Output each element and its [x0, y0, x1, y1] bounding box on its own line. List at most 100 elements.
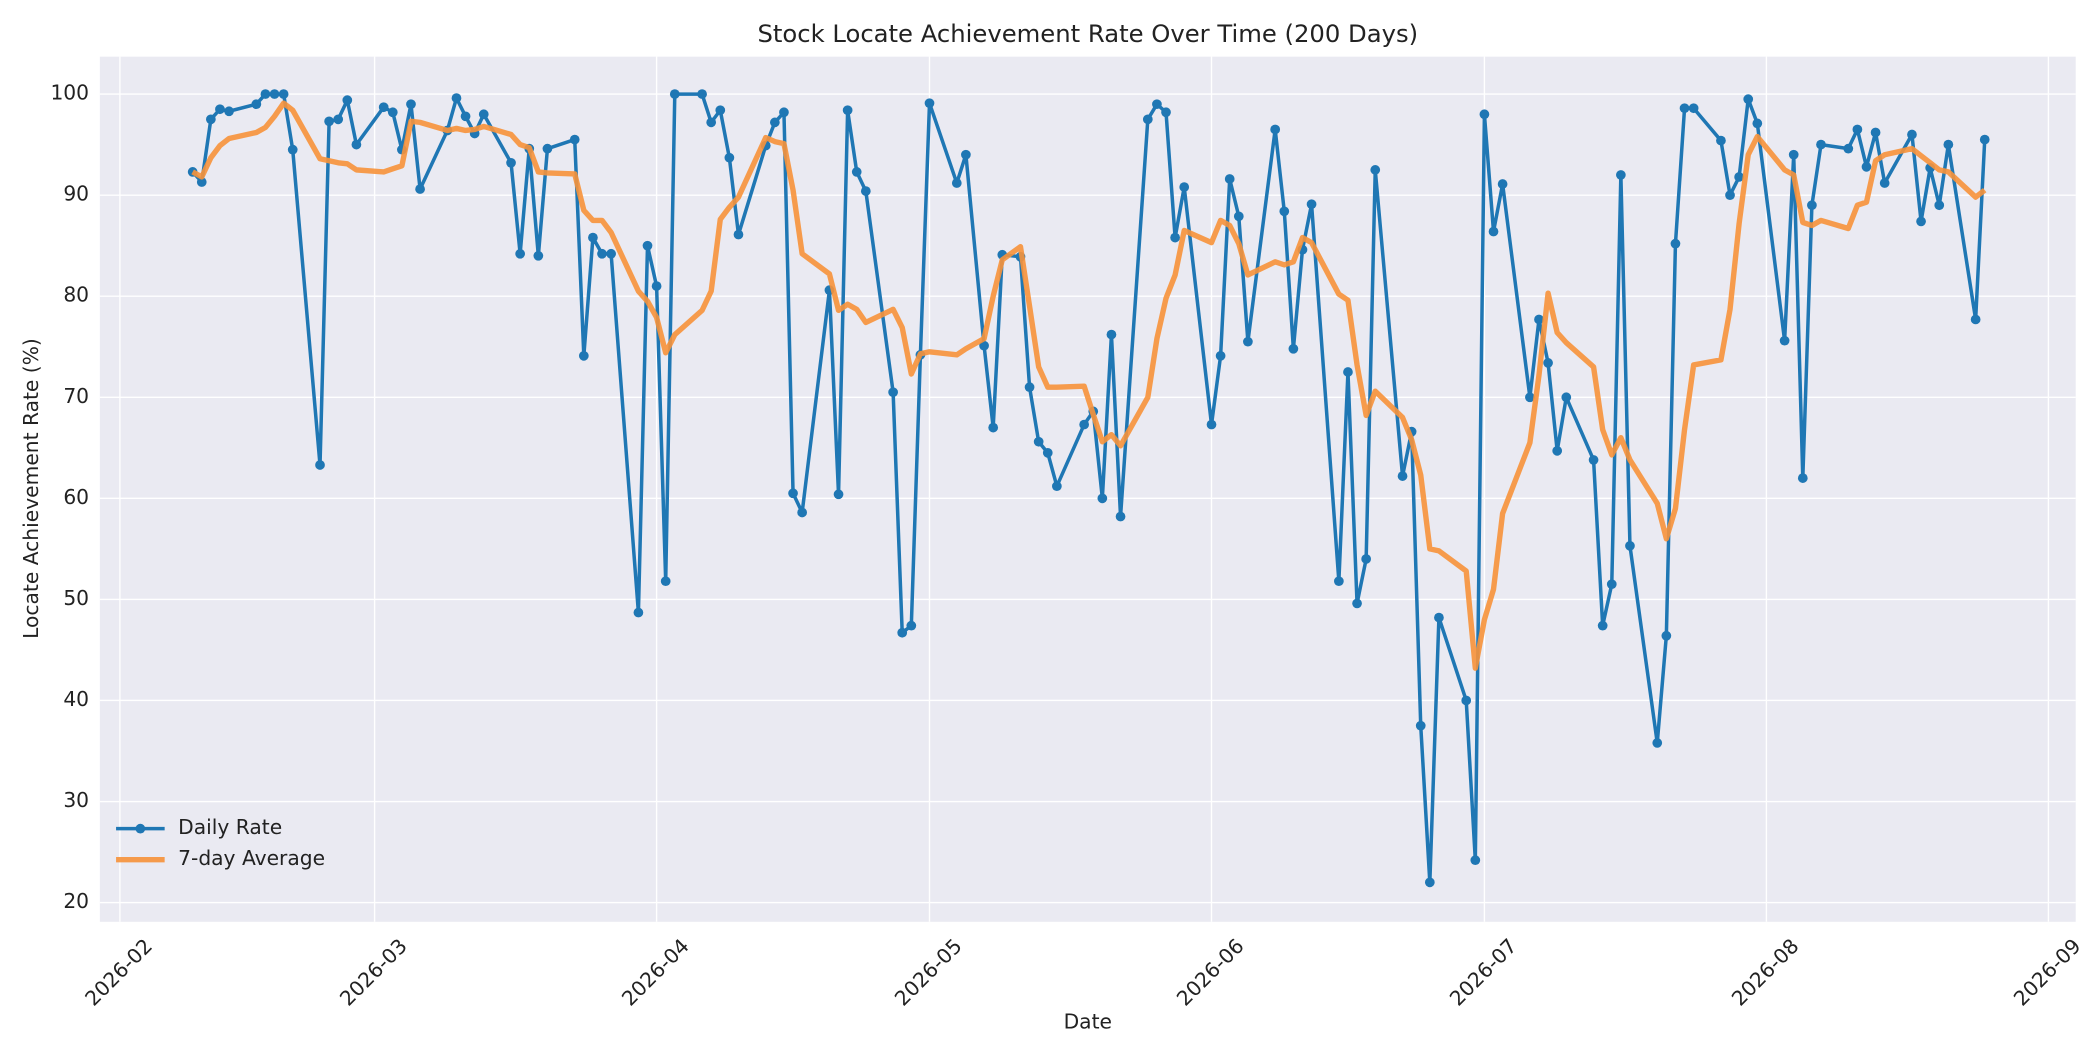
- series-line: [191, 92, 1987, 885]
- data-point: [1734, 172, 1744, 182]
- data-point: [351, 139, 362, 150]
- data-point: [1716, 135, 1726, 146]
- data-point: [888, 387, 898, 398]
- data-point: [842, 105, 853, 116]
- data-point: [1852, 124, 1863, 135]
- y-tick-label: 50: [63, 586, 89, 610]
- data-point: [1497, 179, 1508, 189]
- data-point: [1288, 343, 1299, 354]
- data-point: [515, 248, 526, 259]
- data-point: [1534, 314, 1544, 325]
- data-point: [588, 232, 598, 243]
- data-point: [1470, 855, 1481, 865]
- data-point: [1052, 481, 1062, 492]
- data-point: [1161, 107, 1171, 118]
- data-point: [251, 99, 262, 110]
- data-point: [1352, 598, 1362, 609]
- data-point: [1916, 216, 1926, 227]
- y-tick-label: 40: [63, 687, 89, 711]
- data-point: [1179, 182, 1190, 192]
- data-point: [1934, 200, 1945, 211]
- data-point: [769, 117, 780, 128]
- data-point: [924, 98, 935, 109]
- data-point: [287, 144, 298, 155]
- data-point: [851, 167, 862, 177]
- data-point: [1779, 335, 1790, 346]
- x-tick-label: 2026-09: [2009, 934, 2086, 1011]
- data-point: [1625, 540, 1635, 551]
- data-point: [1424, 877, 1435, 888]
- x-tick-label: 2026-05: [890, 934, 967, 1011]
- data-point: [979, 340, 989, 351]
- data-point: [1816, 139, 1826, 150]
- data-point: [1679, 103, 1690, 114]
- data-point: [788, 488, 798, 499]
- data-point: [506, 157, 516, 168]
- plot-area: [99, 56, 2076, 922]
- data-point: [1415, 720, 1426, 731]
- data-point: [451, 93, 462, 103]
- data-point: [1479, 109, 1490, 120]
- data-point: [897, 627, 908, 638]
- data-point: [1370, 165, 1381, 175]
- data-point: [196, 177, 207, 187]
- data-point: [315, 460, 325, 470]
- data-point: [1661, 630, 1672, 641]
- data-point: [1907, 129, 1917, 140]
- data-point: [1397, 471, 1408, 481]
- data-point: [215, 104, 225, 115]
- data-point: [1943, 139, 1954, 150]
- data-point: [224, 106, 234, 117]
- x-tick-label: 2026-07: [1445, 934, 1522, 1011]
- data-point: [797, 507, 808, 518]
- data-point: [1870, 127, 1881, 138]
- data-point: [1861, 161, 1872, 172]
- data-point: [1670, 238, 1681, 249]
- chart-title: Stock Locate Achievement Rate Over Time …: [757, 19, 1418, 48]
- data-point: [606, 248, 616, 259]
- y-tick-label: 60: [63, 485, 89, 509]
- y-tick-label: 90: [63, 182, 89, 206]
- data-point: [1488, 226, 1499, 237]
- data-point: [1743, 94, 1754, 104]
- data-point: [324, 116, 334, 127]
- data-point: [1652, 738, 1663, 748]
- data-point: [1807, 200, 1817, 211]
- data-point: [1343, 367, 1353, 377]
- data-point: [1434, 612, 1444, 623]
- data-point: [1970, 314, 1981, 325]
- data-point: [1461, 695, 1472, 706]
- x-tick-label: 2026-02: [80, 934, 157, 1011]
- data-point: [1106, 329, 1117, 340]
- data-point: [1079, 419, 1090, 430]
- data-point: [1588, 455, 1599, 465]
- data-point: [1215, 350, 1226, 361]
- data-point: [333, 114, 344, 125]
- data-point: [1597, 620, 1608, 631]
- data-point: [1042, 447, 1053, 458]
- data-point: [1170, 232, 1180, 243]
- data-point: [378, 102, 389, 113]
- data-point: [278, 89, 289, 99]
- data-point: [1797, 473, 1808, 483]
- data-point: [906, 620, 917, 631]
- data-point: [669, 89, 680, 99]
- series-line: [191, 100, 1987, 671]
- data-point: [706, 117, 717, 128]
- data-point: [1616, 170, 1626, 180]
- data-point: [406, 99, 416, 110]
- data-point: [1033, 436, 1044, 447]
- data-point: [1979, 134, 1990, 145]
- y-tick-label: 80: [63, 283, 89, 307]
- data-point: [478, 109, 489, 120]
- data-point: [1097, 493, 1108, 504]
- data-point: [1879, 178, 1890, 188]
- data-point: [1306, 199, 1317, 210]
- data-point: [633, 607, 644, 618]
- data-point: [1243, 336, 1253, 347]
- y-axis-label: Locate Achievement Rate (%): [19, 338, 43, 639]
- data-point: [1688, 103, 1699, 114]
- data-point: [697, 89, 707, 99]
- data-point: [1224, 174, 1235, 184]
